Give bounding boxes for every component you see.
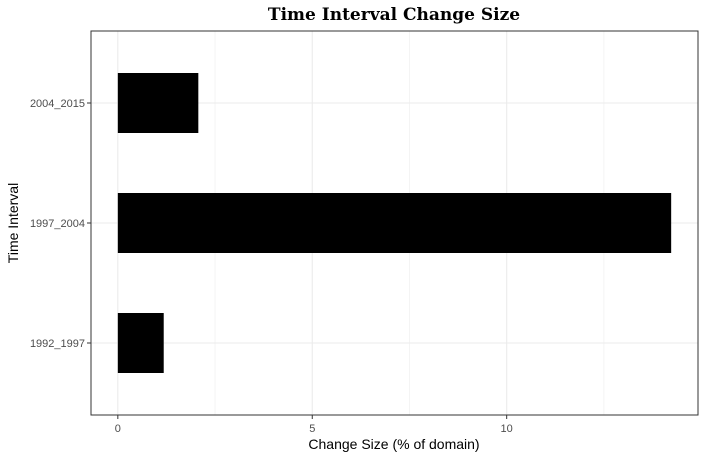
x-axis-title: Change Size (% of domain): [308, 436, 479, 452]
y-axis-title: Time Interval: [5, 183, 21, 263]
x-tick-label: 5: [309, 423, 315, 435]
bar-1992_1997: [117, 313, 164, 373]
y-tick-label: 1992_1997: [30, 338, 85, 350]
plot-area: 0 5 10 1992_1997 1997_2004 2004_2015: [30, 30, 699, 435]
panel-border: [90, 30, 699, 416]
bar-2004_2015: [117, 73, 199, 133]
x-tick-label: 0: [115, 423, 121, 435]
chart-title: Time Interval Change Size: [268, 5, 520, 25]
bar-1997_2004: [117, 193, 672, 253]
y-tick-label: 2004_2015: [30, 98, 85, 110]
x-tick-label: 10: [501, 423, 513, 435]
y-tick-label: 1997_2004: [30, 218, 85, 230]
